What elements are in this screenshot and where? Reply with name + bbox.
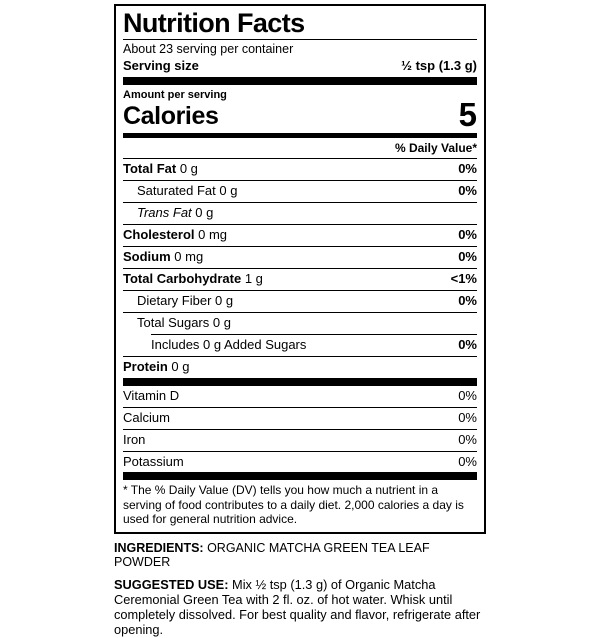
nutrient-row: Sodium 0 mg 0% xyxy=(123,247,477,268)
vitamin-row: Vitamin D 0% xyxy=(123,386,477,407)
nutrient-row: Trans Fat 0 g xyxy=(123,203,477,224)
divider xyxy=(123,268,477,270)
divider xyxy=(123,224,477,226)
thick-bar xyxy=(123,377,477,386)
vitamin-name: Iron xyxy=(123,431,146,447)
divider xyxy=(123,158,477,160)
divider xyxy=(123,202,477,204)
nutrient-row: Total Carbohydrate 1 g <1% xyxy=(123,269,477,290)
divider xyxy=(151,333,477,335)
daily-value: 0% xyxy=(458,387,477,403)
nutrient-row: Cholesterol 0 mg 0% xyxy=(123,225,477,246)
ingredients-line: INGREDIENTS: ORGANIC MATCHA GREEN TEA LE… xyxy=(114,541,486,570)
divider xyxy=(123,450,477,452)
daily-value: 0% xyxy=(458,249,477,265)
vitamin-row: Calcium 0% xyxy=(123,408,477,429)
vitamin-row: Potassium 0% xyxy=(123,452,477,473)
nutrient-name: Sodium 0 mg xyxy=(123,249,204,265)
daily-value-header: % Daily Value* xyxy=(394,141,477,156)
serving-size-value: ½ tsp (1.3 g) xyxy=(401,57,477,73)
nutrition-panel: Nutrition Facts About 23 serving per con… xyxy=(114,4,486,638)
daily-value: <1% xyxy=(450,271,477,287)
calories-value: 5 xyxy=(458,96,477,134)
divider xyxy=(123,311,477,313)
vitamin-row: Iron 0% xyxy=(123,430,477,451)
nutrient-name: Includes 0 g Added Sugars xyxy=(151,336,307,352)
divider xyxy=(123,428,477,430)
suggested-use-label: SUGGESTED USE: xyxy=(114,577,229,593)
nutrient-row: Dietary Fiber 0 g 0% xyxy=(123,291,477,312)
nutrient-name: Trans Fat 0 g xyxy=(137,205,214,221)
ingredients-text: ORGANIC MATCHA GREEN TEA LEAF POWDER xyxy=(114,540,430,570)
nutrition-facts-box: Nutrition Facts About 23 serving per con… xyxy=(114,4,486,534)
label-title: Nutrition Facts xyxy=(123,8,305,38)
vitamin-name: Calcium xyxy=(123,409,170,425)
divider xyxy=(123,39,477,41)
divider xyxy=(123,406,477,408)
daily-value: 0% xyxy=(458,161,477,177)
thick-bar xyxy=(123,77,477,86)
vitamin-name: Vitamin D xyxy=(123,387,180,403)
nutrient-name: Dietary Fiber 0 g xyxy=(137,292,234,308)
serving-size-row: Serving size ½ tsp (1.3 g) xyxy=(123,57,477,77)
thick-bar xyxy=(123,472,477,481)
vitamin-name: Potassium xyxy=(123,453,184,469)
below-label-text: INGREDIENTS: ORGANIC MATCHA GREEN TEA LE… xyxy=(114,541,486,638)
daily-value: 0% xyxy=(458,227,477,243)
nutrient-row: Total Fat 0 g 0% xyxy=(123,159,477,180)
ingredients-label: INGREDIENTS: xyxy=(114,540,204,555)
vitamin-rows: Vitamin D 0% Calcium 0% Iron 0% Potassium 0% xyxy=(123,386,477,473)
calories-row: Calories 5 xyxy=(123,96,477,134)
serving-size-label: Serving size xyxy=(123,57,199,73)
nutrient-row: Saturated Fat 0 g 0% xyxy=(123,181,477,202)
divider xyxy=(123,289,477,291)
nutrient-name: Saturated Fat 0 g xyxy=(137,183,238,199)
nutrient-row: Protein 0 g xyxy=(123,357,477,378)
divider xyxy=(123,246,477,248)
daily-value: 0% xyxy=(458,292,477,308)
divider xyxy=(123,180,477,182)
divider xyxy=(123,355,477,357)
calories-label: Calories xyxy=(123,102,219,131)
daily-value-footnote: * The % Daily Value (DV) tells you how m… xyxy=(123,483,464,527)
nutrient-name: Total Sugars 0 g xyxy=(137,314,231,330)
nutrient-name: Cholesterol 0 mg xyxy=(123,227,228,243)
amount-per-serving-label: Amount per serving xyxy=(123,89,227,102)
servings-per-container: About 23 serving per container xyxy=(123,42,294,57)
daily-value: 0% xyxy=(458,183,477,199)
nutrient-row: Total Sugars 0 g xyxy=(123,313,477,334)
medium-bar xyxy=(123,133,477,139)
nutrient-name: Protein 0 g xyxy=(123,358,190,374)
nutrient-name: Total Carbohydrate 1 g xyxy=(123,271,263,287)
suggested-use-line: SUGGESTED USE: Mix ½ tsp (1.3 g) of Orga… xyxy=(114,577,486,638)
nutrient-row: Includes 0 g Added Sugars 0% xyxy=(123,335,477,356)
daily-value: 0% xyxy=(458,409,477,425)
daily-value: 0% xyxy=(458,336,477,352)
daily-value: 0% xyxy=(458,453,477,469)
nutrient-rows: Total Fat 0 g 0% Saturated Fat 0 g 0% Trans … xyxy=(123,158,477,377)
nutrient-name: Total Fat 0 g xyxy=(123,161,198,177)
daily-value: 0% xyxy=(458,431,477,447)
